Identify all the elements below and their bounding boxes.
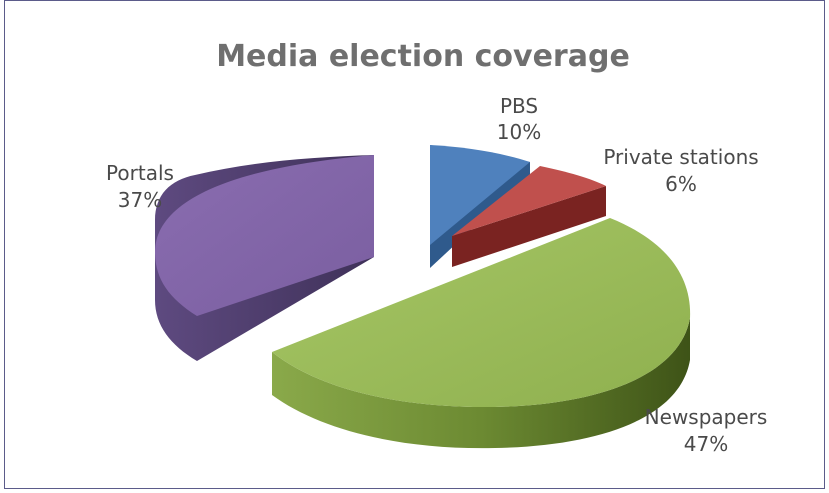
slice-portals xyxy=(155,155,374,361)
slice-private-stations-side xyxy=(452,186,606,267)
slice-portals-top xyxy=(155,155,374,316)
slice-newspapers-top xyxy=(272,218,691,408)
label-private-stations: Private stations 6% xyxy=(603,145,758,196)
label-private-stations-percent: 6% xyxy=(665,172,697,196)
label-portals-name: Portals xyxy=(106,161,174,185)
label-private-stations-name: Private stations xyxy=(603,145,758,169)
slice-newspapers xyxy=(272,218,691,449)
chart-title: Media election coverage xyxy=(216,39,630,74)
label-newspapers: Newspapers 47% xyxy=(645,405,768,456)
label-newspapers-name: Newspapers xyxy=(645,405,768,429)
slice-newspapers-side xyxy=(272,318,690,449)
slice-private-stations xyxy=(452,166,606,267)
label-pbs: PBS 10% xyxy=(497,94,541,144)
label-pbs-name: PBS xyxy=(500,94,538,118)
slice-private-stations-top xyxy=(452,166,606,236)
label-pbs-percent: 10% xyxy=(497,120,541,144)
label-newspapers-percent: 47% xyxy=(684,432,728,456)
label-portals: Portals 37% xyxy=(106,161,174,212)
slice-pbs-top xyxy=(430,145,530,245)
label-portals-percent: 37% xyxy=(118,188,162,212)
